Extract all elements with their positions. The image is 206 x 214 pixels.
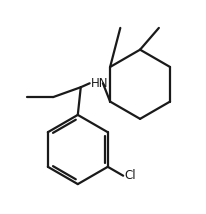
Text: Cl: Cl	[124, 169, 136, 182]
Text: HN: HN	[90, 77, 108, 90]
